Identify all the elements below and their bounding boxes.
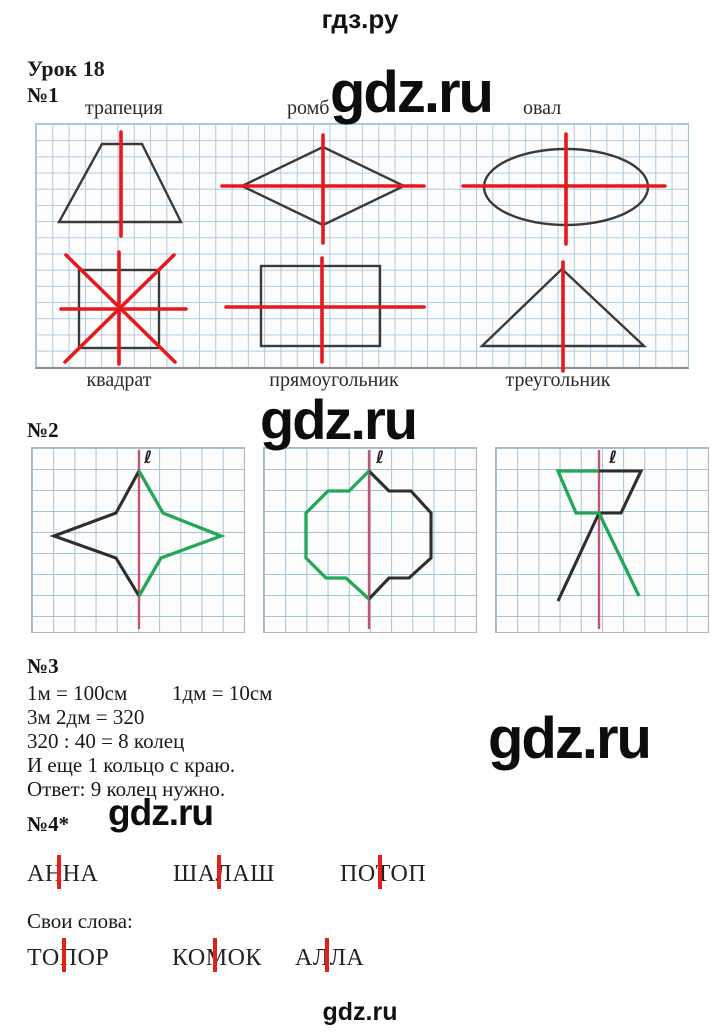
- star-mirrored-half: [137, 470, 226, 597]
- watermark-task3: gdz.ru: [488, 706, 652, 771]
- octagon-mirrored-half: [304, 469, 371, 601]
- footer-logo: gdz.ru: [322, 998, 398, 1026]
- label-oval: овал: [523, 97, 562, 119]
- bowtie-figure: [555, 450, 644, 629]
- label-rectangle: прямоугольник: [269, 369, 399, 391]
- watermark-small: gdz.ru: [108, 792, 214, 833]
- watermark-top: gdz.ru: [330, 60, 494, 125]
- octagon-original-half: [367, 469, 433, 601]
- own-word-1: ТОПОР: [27, 945, 110, 971]
- task2-panel-octagon: [263, 447, 477, 633]
- task3-equality-2: 1дм = 10см: [172, 681, 273, 705]
- task2-panel-bowtie: [495, 447, 709, 633]
- word3-symmetry-line: [378, 855, 382, 889]
- task2-label: №2: [27, 418, 59, 442]
- octagon-figure: [304, 450, 433, 629]
- task3-step-1: 3м 2дм = 320: [27, 705, 145, 729]
- own-word3-symmetry-line: [325, 938, 329, 972]
- task4-label: №4*: [27, 812, 70, 836]
- line-label-3: ℓ: [609, 448, 618, 468]
- palindrome-word-2: ШАЛАШ: [173, 861, 275, 887]
- word1-symmetry-line: [57, 855, 61, 889]
- line-label-2: ℓ: [376, 448, 385, 468]
- own-word2-symmetry-line: [213, 938, 217, 972]
- task1-grid-paper: [35, 123, 689, 373]
- own-word-3: АЛЛА: [295, 945, 365, 971]
- watermark-middle: gdz.ru: [260, 388, 418, 451]
- bowtie-mirrored-half: [555, 469, 641, 597]
- site-header-logo: гдз.ру: [321, 4, 399, 34]
- line-label-1: ℓ: [144, 448, 153, 468]
- label-rhombus: ромб: [287, 97, 330, 119]
- square-symmetry-axis-diagonal2: [63, 253, 176, 364]
- task1-figures: [56, 130, 667, 373]
- star-original-half: [49, 470, 141, 597]
- task1-label: №1: [27, 83, 59, 107]
- label-square: квадрат: [86, 369, 152, 391]
- label-triangle: треугольник: [505, 369, 611, 391]
- task3-step-3: И еще 1 кольцо с краю.: [27, 753, 236, 777]
- own-word1-symmetry-line: [62, 938, 66, 972]
- word2-symmetry-line: [217, 855, 221, 889]
- lesson-title: Урок 18: [27, 56, 105, 81]
- task3-equality-1: 1м = 100см: [27, 681, 128, 705]
- task2-panel-star: [31, 447, 245, 633]
- palindrome-word-3: ПОТОП: [340, 861, 427, 887]
- palindrome-word-1: АННА: [27, 861, 99, 887]
- label-trapezoid: трапеция: [85, 97, 163, 119]
- star-figure: [49, 450, 226, 629]
- task3-label: №3: [27, 654, 59, 678]
- own-words-label: Свои слова:: [27, 909, 133, 933]
- trapezoid-shape: [56, 142, 183, 224]
- bowtie-original-half: [556, 469, 644, 602]
- task3-answer: Ответ: 9 колец нужно.: [27, 777, 226, 801]
- task3-step-2: 320 : 40 = 8 колец: [27, 729, 185, 753]
